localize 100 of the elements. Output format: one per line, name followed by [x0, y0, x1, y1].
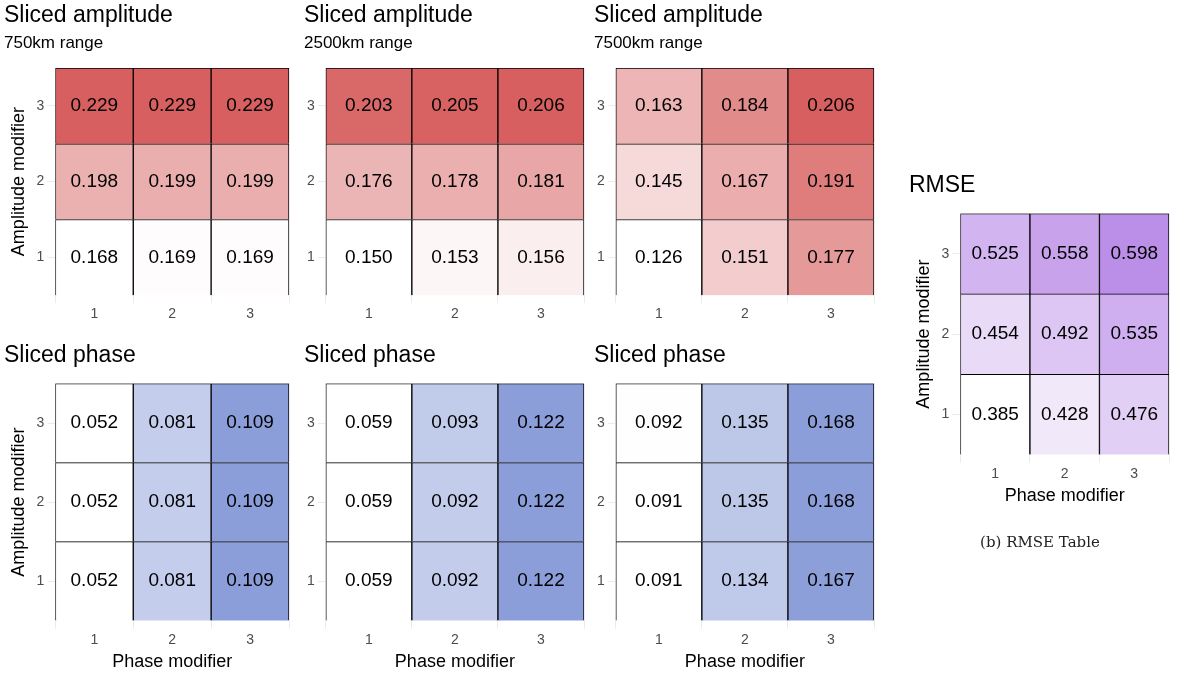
- data-label: 0.203: [345, 94, 393, 116]
- data-label: 0.428: [1040, 402, 1089, 424]
- data-label: 0.229: [70, 94, 119, 116]
- data-label: 0.092: [635, 411, 683, 433]
- data-label: 0.535: [1110, 322, 1158, 344]
- data-label: 0.168: [807, 411, 855, 433]
- data-label: 0.081: [148, 411, 196, 433]
- chart-title: Sliced phase: [304, 341, 436, 368]
- x-tick-label: 2: [168, 630, 177, 647]
- x-tick-label: 1: [90, 305, 99, 322]
- data-label: 0.091: [635, 490, 683, 512]
- data-label: 0.122: [517, 411, 565, 433]
- y-tick-label: 3: [36, 96, 45, 113]
- y-tick-label: 1: [306, 571, 315, 588]
- data-label: 0.092: [431, 569, 479, 591]
- chart-title: Sliced amplitude: [4, 1, 173, 28]
- y-tick-label: 2: [306, 172, 315, 189]
- x-tick-label: 3: [827, 305, 836, 322]
- data-label: 0.059: [345, 569, 393, 591]
- y-tick-label: 2: [596, 492, 605, 509]
- data-label: 0.081: [148, 569, 196, 591]
- y-axis-title: Amplitude modifier: [7, 107, 28, 257]
- data-label: 0.169: [226, 245, 274, 267]
- y-tick-label: 3: [306, 413, 315, 430]
- y-tick-label: 2: [306, 492, 315, 509]
- y-axis-title: Amplitude modifier: [912, 259, 933, 409]
- x-tick-label: 3: [537, 630, 546, 647]
- data-label: 0.168: [70, 245, 119, 267]
- x-axis-title: Phase modifier: [112, 651, 233, 672]
- data-label: 0.081: [148, 490, 196, 512]
- x-tick-label: 3: [537, 305, 546, 322]
- x-tick-label: 1: [654, 630, 663, 647]
- chart-subtitle: 2500km range: [304, 33, 413, 53]
- data-label: 0.191: [807, 169, 855, 191]
- data-label: 0.184: [721, 94, 770, 116]
- data-label: 0.134: [721, 569, 770, 591]
- y-tick-label: 1: [36, 248, 45, 265]
- data-label: 0.135: [721, 490, 769, 512]
- x-tick-label: 2: [740, 305, 749, 322]
- x-tick-label: 1: [364, 630, 373, 647]
- chart-subtitle: 750km range: [4, 33, 104, 53]
- x-tick-label: 1: [991, 464, 1000, 481]
- x-tick-label: 2: [1060, 464, 1069, 481]
- data-label: 0.109: [226, 569, 274, 591]
- x-tick-label: 2: [740, 630, 749, 647]
- y-tick-label: 2: [36, 172, 45, 189]
- data-label: 0.163: [635, 94, 683, 116]
- data-label: 0.059: [345, 411, 393, 433]
- x-tick-label: 2: [450, 305, 459, 322]
- y-tick-label: 1: [306, 248, 315, 265]
- data-label: 0.176: [345, 169, 393, 191]
- y-tick-label: 1: [941, 405, 950, 422]
- x-tick-label: 3: [1130, 464, 1139, 481]
- chart-title: Sliced amplitude: [594, 1, 763, 28]
- x-tick-label: 1: [364, 305, 373, 322]
- text: (b) RMSE Table: [979, 533, 1101, 551]
- chart-subtitle: 7500km range: [594, 33, 703, 53]
- data-label: 0.093: [431, 411, 479, 433]
- data-label: 0.052: [70, 569, 119, 591]
- chart-title: Sliced phase: [4, 341, 136, 368]
- data-label: 0.135: [721, 411, 769, 433]
- data-label: 0.454: [971, 322, 1020, 344]
- data-label: 0.052: [70, 411, 119, 433]
- data-label: 0.167: [721, 169, 769, 191]
- data-label: 0.229: [226, 94, 274, 116]
- data-label: 0.525: [971, 242, 1019, 263]
- data-label: 0.492: [1040, 322, 1089, 344]
- data-label: 0.052: [70, 490, 119, 512]
- data-label: 0.385: [971, 402, 1019, 424]
- y-tick-label: 3: [36, 413, 45, 430]
- x-tick-label: 3: [246, 305, 255, 322]
- data-label: 0.205: [431, 94, 479, 116]
- chart-title: Sliced amplitude: [304, 1, 473, 28]
- data-label: 0.151: [721, 245, 769, 267]
- data-label: 0.059: [345, 490, 393, 512]
- x-tick-label: 2: [450, 630, 459, 647]
- data-label: 0.091: [635, 569, 683, 591]
- x-axis-title: Phase modifier: [394, 651, 515, 672]
- chart-title: Sliced phase: [594, 341, 726, 368]
- y-tick-label: 3: [306, 96, 315, 113]
- data-label: 0.229: [148, 94, 196, 116]
- data-label: 0.199: [148, 169, 196, 191]
- data-label: 0.150: [345, 245, 393, 267]
- data-label: 0.476: [1110, 402, 1158, 424]
- data-label: 0.126: [635, 245, 683, 267]
- data-label: 0.181: [517, 169, 565, 191]
- data-label: 0.206: [517, 94, 565, 116]
- y-tick-label: 3: [596, 96, 605, 113]
- data-label: 0.168: [807, 490, 855, 512]
- data-label: 0.177: [807, 245, 855, 267]
- data-label: 0.109: [226, 411, 274, 433]
- y-tick-label: 3: [596, 413, 605, 430]
- data-label: 0.598: [1110, 242, 1158, 263]
- data-label: 0.153: [431, 245, 479, 267]
- x-axis-title: Phase modifier: [1004, 485, 1125, 506]
- data-label: 0.167: [807, 569, 855, 591]
- y-tick-label: 3: [941, 244, 950, 261]
- data-label: 0.156: [517, 245, 565, 267]
- x-tick-label: 3: [246, 630, 255, 647]
- data-label: 0.558: [1040, 242, 1089, 263]
